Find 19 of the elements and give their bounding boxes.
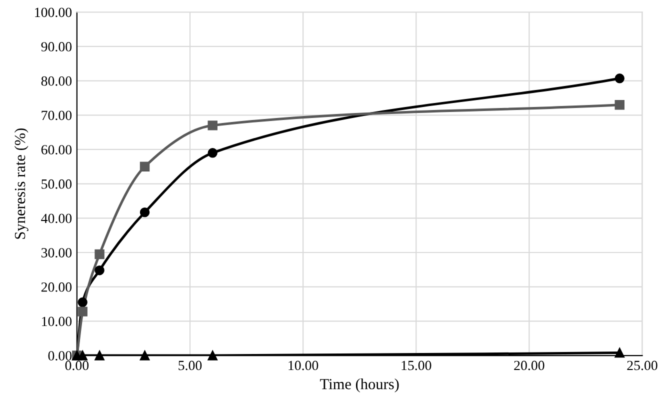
y-tick-label: 70.00 [42, 110, 72, 120]
y-tick-label: 80.00 [41, 76, 72, 86]
x-tick-label: 5.00 [178, 360, 202, 370]
x-tick-label: 20.00 [514, 360, 544, 370]
y-tick-label: 30.00 [41, 248, 72, 258]
x-tick-label: 0.00 [65, 360, 89, 370]
x-tick-label: 25.00 [627, 360, 658, 370]
y-tick-label: 40.00 [41, 214, 72, 224]
y-tick-label: 20.00 [41, 282, 72, 292]
y-tick-label: 10.00 [42, 316, 72, 326]
y-tick-label: 60.00 [41, 145, 72, 154]
y-tick-label: 50.00 [42, 179, 72, 189]
y-tick-label: 100.00 [35, 8, 72, 18]
y-tick-label: 90.00 [41, 42, 72, 52]
x-tick-label: 10.00 [288, 360, 318, 370]
y-axis-title: Syneresis rate (%) [14, 128, 28, 239]
y-tick-label: 0.00 [48, 351, 72, 361]
x-tick-label: 15.00 [402, 360, 432, 370]
x-axis-title: Time (hours) [320, 378, 399, 392]
